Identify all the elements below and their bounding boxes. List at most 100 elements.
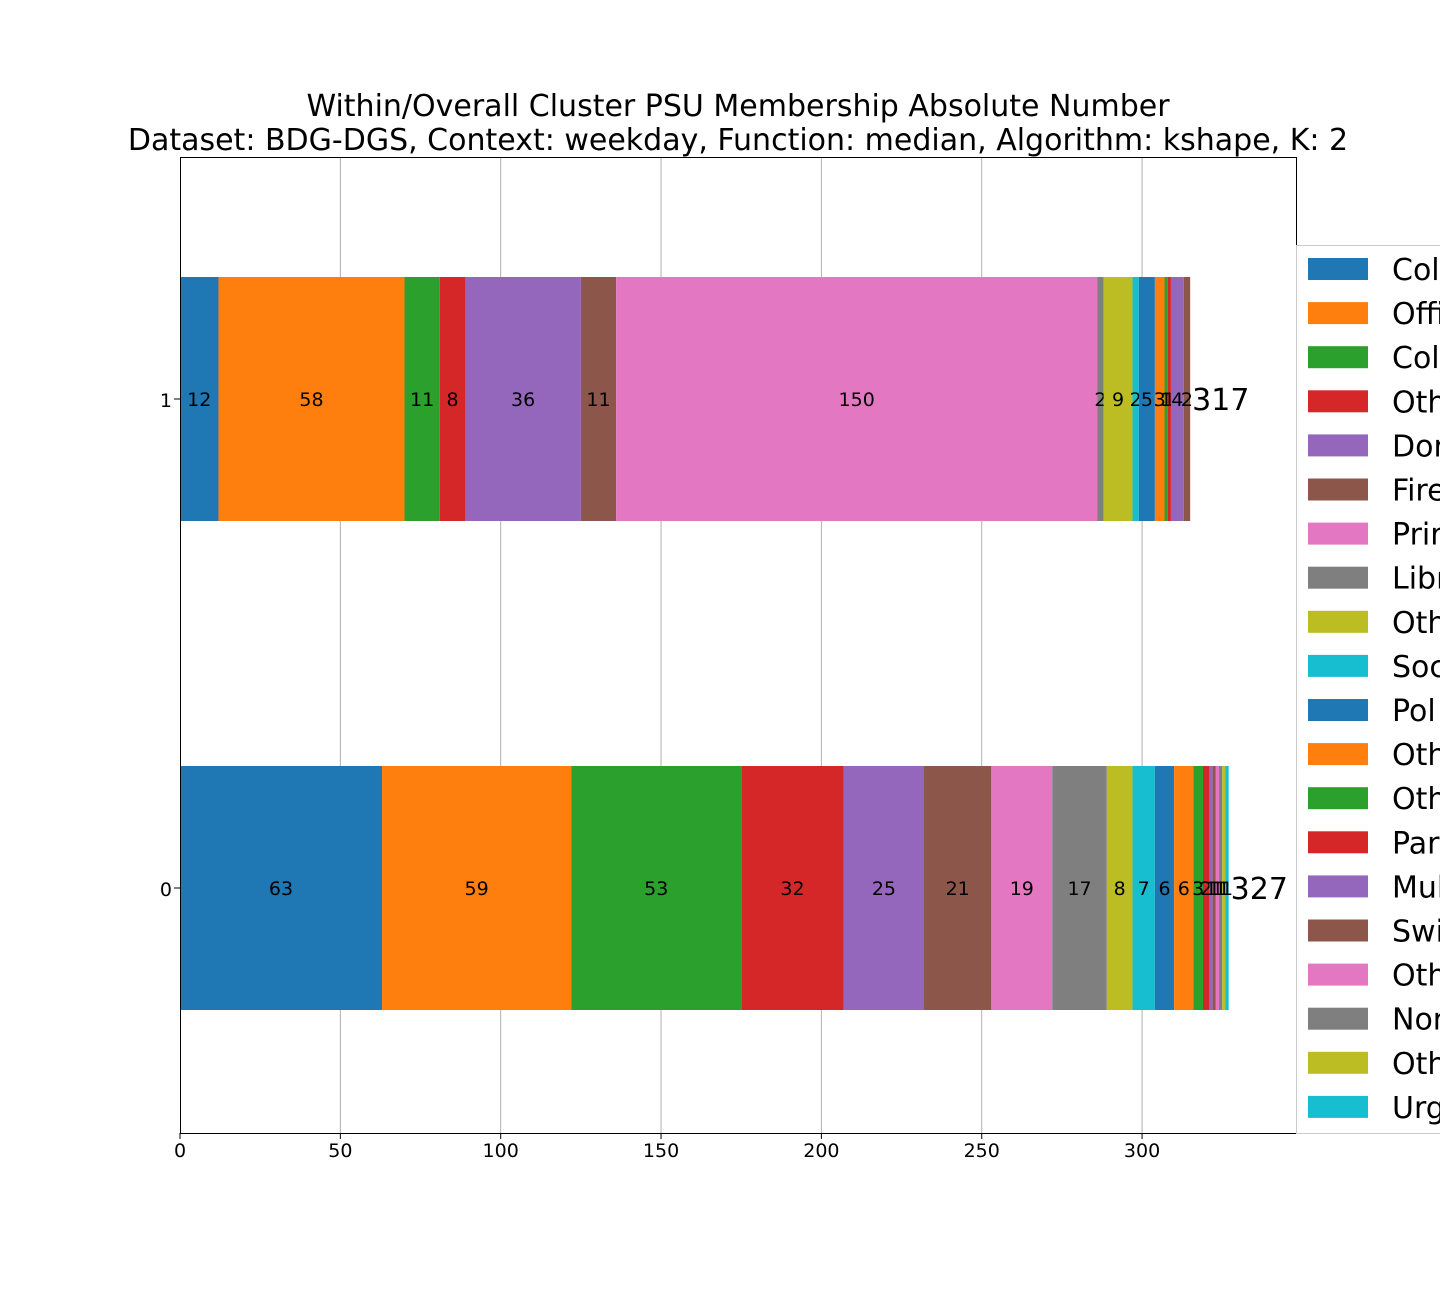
bar-segment: [1215, 766, 1220, 1010]
bar-segment-label: 53: [644, 878, 668, 900]
bar-segment-label: 12: [187, 389, 211, 411]
bar-segment: [1132, 277, 1139, 521]
bar-segment-label: 59: [465, 878, 489, 900]
bar-segment-label: 11: [586, 389, 610, 411]
bar-segment: [1193, 766, 1203, 1010]
bar-segment: [1183, 277, 1191, 521]
legend-swatch: [1308, 346, 1368, 369]
bar-segment: [843, 766, 924, 1010]
bar-segment-label: 2: [1200, 878, 1212, 900]
bar-total-label: 327: [1231, 872, 1288, 907]
y-tick-label: 1: [160, 390, 172, 412]
legend-swatch: [1308, 522, 1368, 545]
legend-swatch: [1308, 390, 1368, 413]
legend-label: Prir: [1392, 518, 1440, 553]
bar-segment: [741, 766, 844, 1010]
bar-segment-label: 6: [1158, 878, 1170, 900]
legend-swatch: [1308, 654, 1368, 677]
bar-segment: [1222, 766, 1226, 1010]
bar-segment-label: 3: [1192, 878, 1204, 900]
x-tick-label: 300: [1124, 1140, 1160, 1162]
bar-segment: [1132, 766, 1155, 1010]
x-tick-label: 50: [328, 1140, 352, 1162]
legend-label: Pol: [1392, 694, 1436, 729]
legend-label: Oth: [1392, 959, 1440, 994]
bar-segment: [1154, 766, 1175, 1010]
legend-swatch: [1308, 831, 1368, 854]
legend-label: Par: [1392, 826, 1440, 861]
legend-swatch: [1308, 434, 1368, 457]
bar-segment: [218, 277, 405, 521]
legend-label: Libr: [1392, 562, 1440, 597]
bar-segment-label: 58: [299, 389, 323, 411]
legend-label: Oth: [1392, 606, 1440, 641]
legend-label: Oth: [1392, 1047, 1440, 1082]
bar-segment: [1209, 766, 1213, 1010]
legend-swatch: [1308, 1095, 1368, 1118]
legend-label: Oth: [1392, 385, 1440, 420]
chart-title-line2: Dataset: BDG-DGS, Context: weekday, Func…: [128, 123, 1348, 158]
bar-segment: [571, 766, 742, 1010]
legend-swatch: [1308, 610, 1368, 633]
bar-segment: [1097, 277, 1104, 521]
legend-swatch: [1308, 566, 1368, 589]
bar-segment-label: 2: [1094, 389, 1106, 411]
x-axis: 0 50 100 150 200 250 300: [174, 1133, 1160, 1162]
legend-swatch: [1308, 478, 1368, 501]
bar-segment-label: 8: [1114, 878, 1126, 900]
bar-segment: [382, 766, 572, 1010]
bar-segment-label: 1: [1221, 878, 1233, 900]
bar-segment-label: 2: [1181, 389, 1193, 411]
y-tick-label: 0: [160, 879, 172, 901]
legend-frame: [1296, 245, 1440, 1134]
bar-segment: [1203, 766, 1210, 1010]
bar-segment: [465, 277, 581, 521]
legend-swatch: [1308, 302, 1368, 325]
legend-swatch: [1308, 919, 1368, 942]
bar-segment: [1106, 766, 1133, 1010]
bar-segment: [924, 766, 992, 1010]
legend-label: Soc: [1392, 650, 1440, 685]
bar-segment: [1212, 766, 1216, 1010]
bar-segment: [1103, 277, 1133, 521]
bar-segment-label: 9: [1112, 389, 1124, 411]
bar-segment: [1164, 277, 1168, 521]
x-tick-label: 200: [803, 1140, 839, 1162]
legend-swatch: [1308, 1051, 1368, 1074]
bar-segment-label: 17: [1067, 878, 1091, 900]
bar-segment: [180, 277, 219, 521]
chart-title-line1: Within/Overall Cluster PSU Membership Ab…: [306, 89, 1170, 124]
bar-segment: [1052, 766, 1107, 1010]
bar-segment-label: 5: [1141, 389, 1153, 411]
legend-swatch: [1308, 963, 1368, 986]
legend-label: Col: [1392, 341, 1440, 376]
legend-swatch: [1308, 699, 1368, 721]
bar-segment-label: 11: [410, 389, 434, 411]
legend-label: Nor: [1392, 1003, 1440, 1038]
legend-label: Dor: [1392, 429, 1440, 464]
bar-segment-label: 19: [1010, 878, 1034, 900]
legend-label: Urg: [1392, 1091, 1440, 1126]
bar-segment: [1170, 277, 1184, 521]
legend: Col Offi Col Oth Dor Fire Prir Libr Oth Soc Pol Oth…: [1296, 245, 1440, 1134]
legend-swatch: [1308, 743, 1368, 766]
bar-segment-label: 21: [946, 878, 970, 900]
x-tick-label: 250: [964, 1140, 1000, 1162]
legend-label: Mul: [1392, 870, 1440, 905]
x-tick-label: 0: [174, 1140, 186, 1162]
bar-segment: [180, 766, 383, 1010]
bar-segment: [1225, 766, 1229, 1010]
bar-segment-label: 4: [1171, 389, 1183, 411]
legend-label: Col: [1392, 253, 1440, 288]
bar-segment-label: 150: [839, 389, 875, 411]
y-axis: 01: [160, 390, 180, 901]
bar-segment-label: 8: [447, 389, 459, 411]
x-tick-label: 100: [483, 1140, 519, 1162]
legend-label: Oth: [1392, 738, 1440, 773]
legend-label: Swi: [1392, 915, 1440, 950]
bar-segment-label: 63: [269, 878, 293, 900]
legend-label: Oth: [1392, 782, 1440, 817]
bar-segment: [991, 766, 1053, 1010]
